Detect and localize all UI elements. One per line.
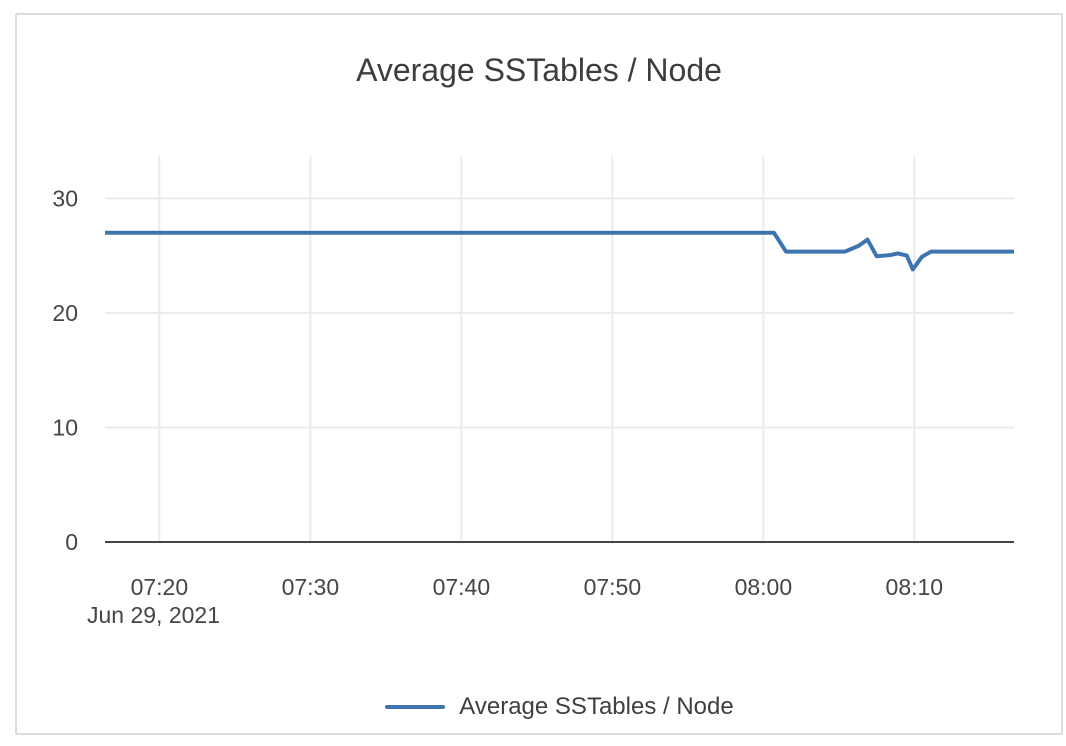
y-tick-label: 10: [52, 414, 78, 440]
x-tick-label: 07:40: [433, 574, 491, 600]
legend: Average SSTables / Node: [105, 692, 1014, 722]
series-line: [105, 230, 1014, 272]
x-tick-label: 07:20: [131, 574, 189, 600]
x-tick-label: 07:30: [282, 574, 340, 600]
x-axis-date-label: Jun 29, 2021: [87, 602, 221, 628]
y-tick-label: 0: [65, 529, 78, 555]
x-tick-label: 08:10: [886, 574, 944, 600]
x-tick-label: 08:00: [735, 574, 793, 600]
x-tick-label: 07:50: [584, 574, 642, 600]
legend-series-label: Average SSTables / Node: [459, 693, 734, 720]
y-tick-label: 30: [52, 185, 78, 211]
legend-line-swatch-icon: [385, 705, 446, 709]
chart-title: Average SSTables / Node: [356, 52, 722, 88]
chart-card: [15, 13, 1063, 735]
y-tick-label: 20: [52, 300, 78, 326]
